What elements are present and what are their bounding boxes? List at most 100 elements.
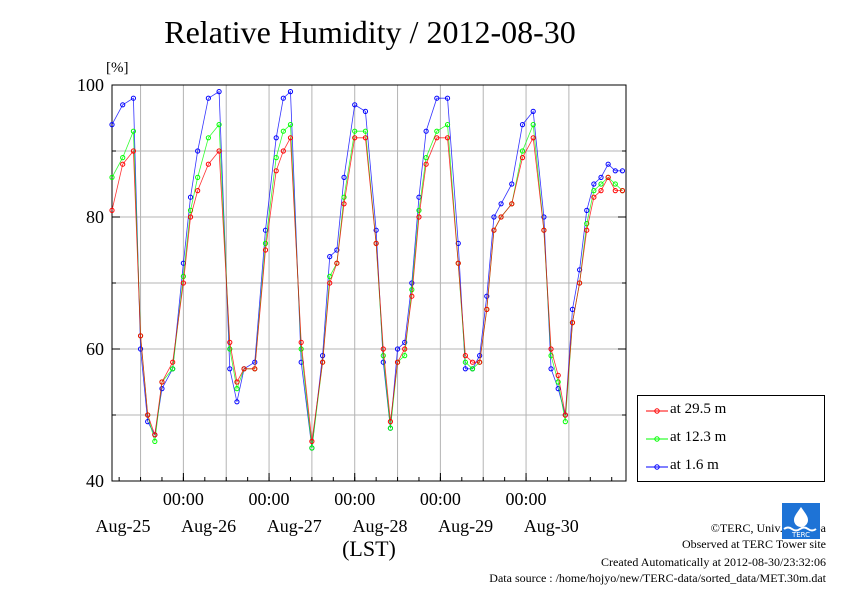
- data-point: [380, 353, 386, 359]
- data-point: [591, 188, 597, 194]
- data-point: [234, 379, 240, 385]
- data-point: [409, 293, 415, 299]
- x-date-label: Aug-30: [524, 516, 579, 536]
- data-point: [455, 240, 461, 246]
- data-point: [612, 168, 618, 174]
- data-point: [498, 214, 504, 220]
- x-time-label: 00:00: [249, 489, 290, 509]
- x-time-label: 00:00: [506, 489, 547, 509]
- data-point: [491, 214, 497, 220]
- data-point: [462, 353, 468, 359]
- data-point: [555, 372, 561, 378]
- data-point: [387, 419, 394, 425]
- data-point: [394, 346, 401, 352]
- series-line-2: [111, 90, 623, 449]
- data-point: [273, 155, 279, 161]
- data-point: [402, 346, 408, 352]
- data-point: [434, 128, 440, 134]
- data-point: [619, 168, 626, 174]
- data-point: [562, 419, 568, 425]
- y-tick-label: 40: [86, 471, 104, 491]
- credit-source: Data source : /home/hojyo/new/TERC-data/…: [489, 571, 826, 585]
- data-point: [612, 181, 618, 187]
- data-point: [109, 174, 115, 180]
- data-point: [287, 89, 294, 95]
- data-point: [373, 240, 379, 246]
- data-point: [205, 95, 211, 101]
- data-point: [180, 273, 186, 279]
- data-point: [444, 95, 451, 101]
- data-point: [402, 353, 408, 359]
- legend-label: at 1.6 m: [670, 457, 719, 473]
- data-point: [187, 214, 194, 220]
- series-line-1: [111, 123, 623, 449]
- x-date-label: Aug-25: [95, 516, 150, 536]
- axes: [111, 84, 627, 482]
- data-point: [327, 280, 333, 286]
- data-point: [380, 346, 386, 352]
- y-tick-label: 100: [77, 75, 104, 95]
- data-point: [394, 359, 401, 365]
- svg-text:TERC: TERC: [791, 531, 810, 539]
- data-point: [444, 135, 451, 141]
- x-date-label: Aug-27: [267, 516, 322, 536]
- x-date-label: Aug-28: [352, 516, 407, 536]
- data-point: [598, 174, 604, 180]
- data-point: [444, 122, 451, 128]
- data-point: [598, 181, 604, 187]
- data-point: [509, 201, 515, 207]
- data-point: [423, 155, 429, 161]
- data-point: [280, 128, 286, 134]
- data-point: [205, 161, 211, 167]
- credit-created: Created Automatically at 2012-08-30/23:3…: [601, 555, 826, 569]
- data-point: [530, 135, 536, 141]
- x-date-label: Aug-29: [438, 516, 493, 536]
- y-tick-label: 60: [86, 339, 104, 359]
- terc-logo-icon: TERC: [782, 503, 820, 539]
- data-point: [262, 247, 269, 253]
- data-point: [576, 280, 583, 286]
- data-point: [234, 386, 240, 392]
- data-point: [362, 128, 369, 134]
- data-point: [309, 445, 315, 451]
- legend-blue-marker-icon: [646, 464, 668, 470]
- data-point: [519, 155, 526, 161]
- data-point: [380, 359, 386, 365]
- data-point: [387, 425, 394, 431]
- data-point: [241, 366, 247, 372]
- data-point: [562, 412, 568, 418]
- data-point: [205, 135, 211, 141]
- data-point: [280, 148, 286, 154]
- data-point: [180, 280, 186, 286]
- data-point: [152, 438, 158, 444]
- data-point: [519, 148, 526, 154]
- data-point: [555, 379, 561, 385]
- y-axis-label: [%]: [106, 60, 129, 76]
- data-point: [170, 359, 176, 365]
- data-point: [423, 128, 429, 134]
- data-point: [334, 247, 340, 253]
- data-point: [319, 359, 326, 365]
- data-point: [152, 432, 158, 438]
- data-point: [130, 148, 137, 154]
- data-point: [591, 194, 597, 200]
- series-line-0: [111, 136, 623, 442]
- legend-green-marker-icon: [646, 436, 668, 442]
- data-point: [455, 260, 461, 266]
- data-point: [598, 188, 604, 194]
- data-point: [462, 366, 468, 372]
- data-point: [145, 412, 151, 418]
- data-point: [484, 293, 490, 299]
- data-point: [159, 379, 165, 385]
- data-point: [120, 155, 126, 161]
- legend-label: at 29.5 m: [670, 401, 727, 417]
- chart-title: Relative Humidity / 2012-08-30: [164, 14, 576, 50]
- data-point: [591, 181, 597, 187]
- legend-red-marker-icon: [646, 408, 668, 414]
- data-point: [434, 95, 440, 101]
- data-point: [484, 306, 490, 312]
- data-point: [509, 181, 515, 187]
- data-point: [287, 135, 294, 141]
- data-point: [309, 438, 315, 444]
- data-point: [216, 148, 222, 154]
